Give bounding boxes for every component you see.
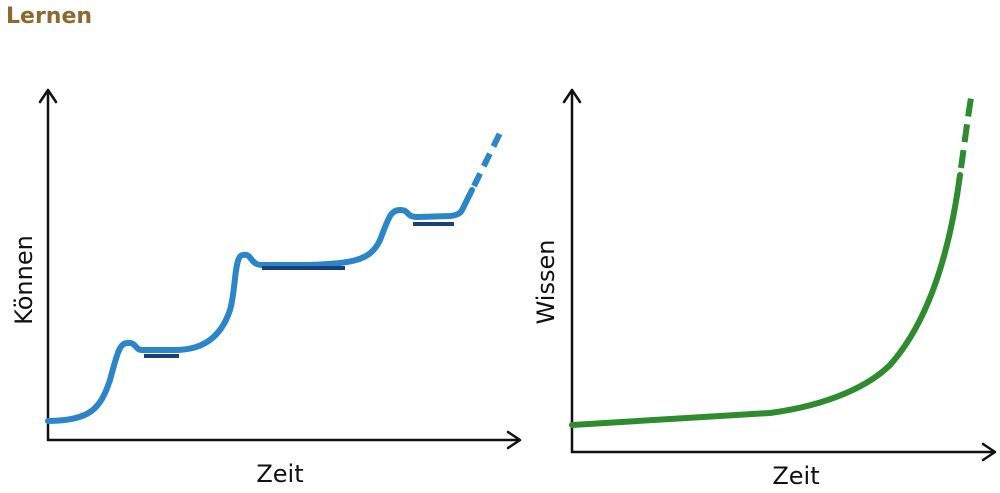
y-arrow xyxy=(38,88,58,104)
x-arrow xyxy=(506,430,522,450)
title: Lernen xyxy=(6,4,92,29)
skill-curve xyxy=(45,187,475,424)
y-label: Können xyxy=(10,235,38,325)
knowledge-diagram: Wissen Zeit xyxy=(532,88,997,490)
y-arrow xyxy=(562,88,582,104)
skill-curve-dashed xyxy=(471,131,503,188)
x-label: Zeit xyxy=(256,460,303,488)
knowledge-curve-dashed xyxy=(958,91,975,169)
knowledge-curve xyxy=(569,172,963,428)
skill-diagram: Können Zeit xyxy=(10,88,522,488)
y-label: Wissen xyxy=(532,240,560,325)
x-arrow xyxy=(981,442,997,462)
x-label: Zeit xyxy=(772,462,819,490)
